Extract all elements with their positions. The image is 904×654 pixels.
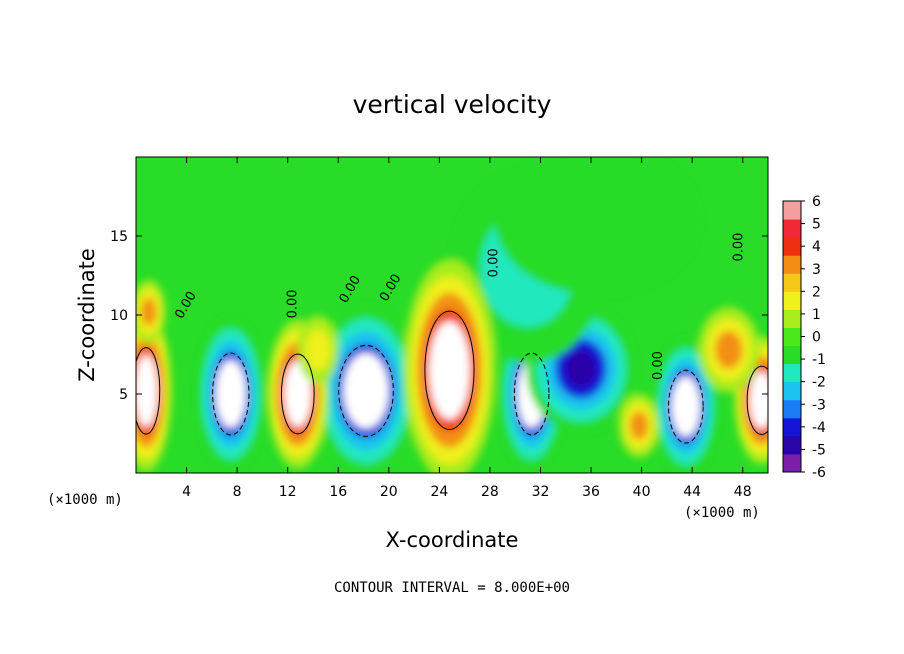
colorbar-label-4: 2 xyxy=(812,284,821,300)
colorbar: 6 5 4 3 2 1 0 -1 -2 -3 -4 -5 -6 xyxy=(782,194,826,481)
updraft-cell-6 xyxy=(698,307,760,393)
colorbar-segment-1 xyxy=(783,435,801,455)
colorbar-segment-8 xyxy=(783,309,801,328)
colorbar-segment-12 xyxy=(783,237,801,256)
colorbar-segment-13 xyxy=(783,219,801,238)
y-tick-label-2: 15 xyxy=(110,229,128,245)
contour-label-1: 0.00 xyxy=(286,289,301,318)
contour-line-2 xyxy=(424,310,475,430)
colorbar-label-7: -1 xyxy=(812,352,826,368)
updraft-cell-7 xyxy=(297,315,339,384)
colorbar-label-6: 0 xyxy=(812,330,821,346)
contour-interval-note: CONTOUR INTERVAL = 8.000E+00 xyxy=(334,580,570,596)
colorbar-label-10: -4 xyxy=(812,420,826,436)
downdraft-cell-4 xyxy=(653,338,719,473)
colorbar-label-8: -2 xyxy=(812,375,826,391)
x-tick-label-4: 20 xyxy=(380,484,398,500)
y-axis-label: Z-coordinate xyxy=(75,248,99,382)
colorbar-label-1: 5 xyxy=(812,217,821,233)
updraft-cell-2 xyxy=(403,259,496,473)
contour-line-3 xyxy=(746,365,768,435)
colorbar-label-0: 6 xyxy=(812,194,821,210)
contour-line-8 xyxy=(212,352,250,436)
velocity-field xyxy=(136,157,768,473)
colorbar-segment-11 xyxy=(783,255,801,274)
contour-line-12 xyxy=(668,369,704,444)
x-tick-label-8: 36 xyxy=(582,484,600,500)
x-tick-label-9: 40 xyxy=(633,484,651,500)
x-unit-left: (×1000 m) xyxy=(47,492,123,508)
updraft-cell-0 xyxy=(136,309,172,472)
colorbar-segment-3 xyxy=(783,399,801,419)
colorbar-segment-2 xyxy=(783,417,801,437)
contour-label-4: 0.00 xyxy=(487,248,502,277)
contour-lines xyxy=(136,310,768,444)
colorbar-label-3: 3 xyxy=(812,262,821,278)
y-axis: 5 10 15 xyxy=(110,229,768,403)
colorbar-segment-14 xyxy=(783,201,801,220)
plot-area: 0.00 0.00 0.00 0.000.000.000.00 4 8 12 16 20 24 2… xyxy=(110,156,769,500)
x-tick-label-2: 12 xyxy=(279,484,297,500)
updraft-cell-5 xyxy=(618,393,660,458)
x-tick-label-5: 24 xyxy=(430,484,448,500)
colorbar-segment-10 xyxy=(783,273,801,292)
updraft-cell-4 xyxy=(136,279,166,344)
colorbar-segment-6 xyxy=(783,345,801,365)
contour-label-5: 0.00 xyxy=(651,351,666,380)
downdraft-cell-0 xyxy=(196,317,265,471)
contour-line-10 xyxy=(513,352,550,436)
x-unit-right: (×1000 m) xyxy=(684,505,760,521)
colorbar-label-5: 1 xyxy=(812,307,821,323)
chart-title: vertical velocity xyxy=(353,90,552,119)
colorbar-label-12: -6 xyxy=(812,465,826,481)
x-tick-label-10: 44 xyxy=(683,484,701,500)
colorbar-segment-7 xyxy=(783,327,801,347)
downdraft-cell-6 xyxy=(495,157,700,295)
x-tick-label-3: 16 xyxy=(329,484,347,500)
colorbar-label-11: -5 xyxy=(812,442,826,458)
x-tick-label-1: 8 xyxy=(233,484,242,500)
x-axis-label: X-coordinate xyxy=(386,528,519,552)
colorbar-segment-5 xyxy=(783,363,801,383)
contour-line-1 xyxy=(280,353,315,435)
colorbar-segment-4 xyxy=(783,381,801,401)
contour-label-6: 0.00 xyxy=(732,233,747,262)
x-tick-label-11: 48 xyxy=(734,484,752,500)
y-tick-label-1: 10 xyxy=(110,308,128,324)
y-tick-label-0: 5 xyxy=(119,387,128,403)
contour-line-9 xyxy=(338,344,394,437)
colorbar-segment-0 xyxy=(783,453,801,473)
x-tick-label-0: 4 xyxy=(182,484,191,500)
colorbar-segment-9 xyxy=(783,291,801,310)
x-tick-label-7: 32 xyxy=(532,484,550,500)
x-axis: 4 8 12 16 20 24 28 32 36 40 44 48 xyxy=(182,157,752,500)
colorbar-label-2: 4 xyxy=(812,239,821,255)
x-tick-label-6: 28 xyxy=(481,484,499,500)
colorbar-label-9: -3 xyxy=(812,397,826,413)
downdraft-cell-1 xyxy=(314,305,418,473)
contour-line-0 xyxy=(136,347,161,435)
